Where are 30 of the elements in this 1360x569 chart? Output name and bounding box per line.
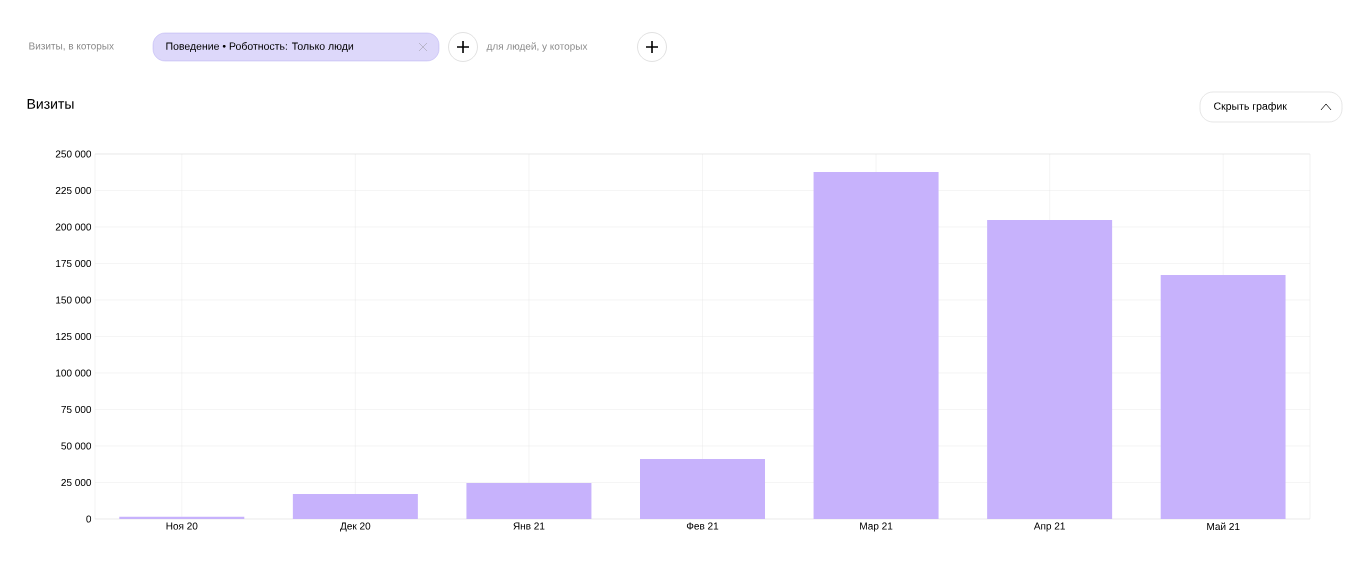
y-tick-label: 125 000	[56, 332, 92, 341]
y-tick-label: 225 000	[55, 186, 92, 195]
y-tick-label: 175 000	[56, 259, 92, 268]
bar	[640, 458, 765, 519]
text: Визиты, в которых	[29, 42, 114, 52]
text: для людей, у которых	[486, 42, 588, 52]
x-tick-label: Фев 21	[686, 522, 719, 530]
bar	[987, 219, 1113, 519]
x-tick-label: Мар 21	[860, 522, 893, 532]
x-tick-label: Ноя 20	[166, 522, 198, 530]
text: Скрыть график	[1214, 102, 1287, 112]
bar	[1160, 275, 1286, 519]
y-tick-label: 75 000	[61, 405, 92, 414]
chart-title: Визиты	[27, 99, 74, 109]
bar	[466, 482, 592, 519]
bar	[119, 516, 245, 519]
text: Поведение • Роботность: Только люди	[166, 42, 354, 52]
y-tick-label: 250 000	[55, 150, 92, 158]
y-tick-label: 150 000	[56, 296, 92, 304]
x-tick-label: Апр 21	[1033, 522, 1065, 532]
y-tick-label: 50 000	[61, 442, 92, 450]
y-tick-label: 200 000	[55, 223, 92, 231]
x-tick-label: Янв 21	[513, 522, 545, 530]
x-tick-label: Май 21	[1207, 522, 1240, 531]
bar	[813, 171, 939, 519]
y-tick-label: 0	[86, 515, 92, 523]
bar	[292, 494, 418, 519]
x-tick-label: Дек 20	[340, 522, 371, 532]
y-tick-label: 25 000	[61, 478, 92, 487]
y-tick-label: 100 000	[56, 369, 92, 377]
